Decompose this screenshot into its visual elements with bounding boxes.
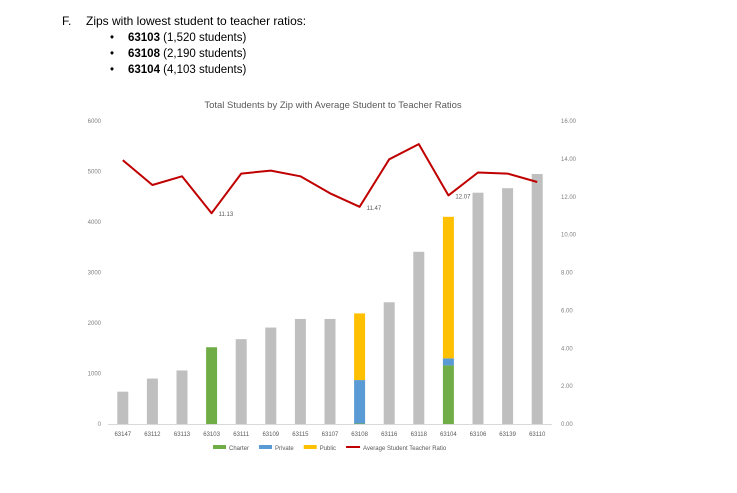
y2-tick-label: 2.00 <box>561 384 573 390</box>
y2-tick-label: 14.00 <box>561 157 577 163</box>
y2-tick-label: 16.00 <box>561 119 577 125</box>
x-tick-label: 63115 <box>292 432 309 438</box>
bar-total <box>265 327 277 424</box>
bar-charter <box>354 423 366 424</box>
x-tick-label: 63113 <box>174 432 191 438</box>
bar-total <box>146 378 158 424</box>
ratio-line-group: 11.13 11.47 12.07 <box>122 143 538 218</box>
x-tick-label: 63118 <box>411 432 428 438</box>
bar-private <box>442 358 454 366</box>
y-axis-right: 0.00 2.00 4.00 6.00 8.00 10.00 12.00 14.00 16.00 <box>561 119 577 428</box>
bar-public <box>354 313 366 381</box>
y2-tick-label: 0.00 <box>561 422 573 428</box>
data-label: 12.07 <box>455 194 471 200</box>
section-title: Zips with lowest student to teacher rati… <box>86 14 307 28</box>
x-tick-label: 63111 <box>233 432 249 438</box>
bar-total <box>413 251 425 424</box>
x-tick-label: 63106 <box>470 432 487 438</box>
bar-charter <box>442 365 454 424</box>
list-item-zip: 63103 <box>128 32 160 44</box>
x-tick-label: 63109 <box>262 432 279 438</box>
x-tick-label: 63107 <box>322 432 339 438</box>
list-item-detail: (2,190 students) <box>159 48 247 60</box>
list-item-zip: 63108 <box>128 48 160 60</box>
bar-total <box>472 192 484 424</box>
y2-tick-label: 6.00 <box>561 308 573 314</box>
legend-label: Private <box>275 446 294 452</box>
bar-total <box>531 174 543 424</box>
x-tick-label: 63116 <box>381 432 398 438</box>
y-axis-left: 0 1000 2000 3000 4000 5000 6000 <box>88 119 102 428</box>
legend-swatch <box>303 445 317 449</box>
section-marker: F. <box>62 14 72 28</box>
bar-total <box>235 339 247 424</box>
bar-total <box>383 302 395 424</box>
x-tick-label: 63147 <box>114 432 131 438</box>
bar-total <box>324 318 336 424</box>
y2-tick-label: 4.00 <box>561 346 573 352</box>
y-tick-label: 1000 <box>88 372 102 378</box>
y-tick-label: 5000 <box>88 170 102 176</box>
y-tick-label: 2000 <box>88 321 102 327</box>
y2-tick-label: 10.00 <box>561 233 577 239</box>
zip-list: • 63103 (1,520 students) • 63108 (2,190 st… <box>110 30 246 78</box>
list-item: • 63103 (1,520 students) <box>110 30 246 46</box>
x-tick-label: 63104 <box>440 432 457 438</box>
x-axis: 63147 63112 63113 63103 63111 63109 63115 63107… <box>108 424 552 438</box>
bullet-icon: • <box>110 48 115 60</box>
y-tick-label: 0 <box>98 422 102 428</box>
list-item: • 63104 (4,103 students) <box>110 62 246 78</box>
list-item: • 63108 (2,190 students) <box>110 46 246 62</box>
bar-total <box>294 318 306 424</box>
legend: Charter Private Public Average Student Teac… <box>213 445 447 452</box>
legend-label: Charter <box>229 446 249 452</box>
y-tick-label: 4000 <box>88 220 102 226</box>
legend-label: Public <box>320 446 336 452</box>
list-item-detail: (1,520 students) <box>159 32 247 44</box>
bar-total <box>176 370 188 424</box>
legend-swatch <box>213 445 226 449</box>
list-item-zip: 63104 <box>128 64 160 76</box>
x-tick-label: 63110 <box>529 432 546 438</box>
list-item-detail: (4,103 students) <box>159 64 247 76</box>
x-tick-label: 63112 <box>144 432 161 438</box>
y-tick-label: 3000 <box>88 271 102 277</box>
bullet-icon: • <box>110 32 115 44</box>
data-label: 11.13 <box>219 212 234 218</box>
bar-total <box>502 188 514 424</box>
legend-label: Average Student Teacher Ratio <box>363 446 447 452</box>
y2-tick-label: 8.00 <box>561 271 573 277</box>
x-tick-label: 63139 <box>499 432 516 438</box>
x-tick-label: 63103 <box>203 432 220 438</box>
y2-tick-label: 12.00 <box>561 195 577 201</box>
bar-public <box>442 216 454 359</box>
bar-charter <box>206 347 218 424</box>
bullet-icon: • <box>110 64 115 76</box>
ratio-line <box>122 143 538 215</box>
data-label: 11.47 <box>367 206 382 212</box>
chart-title: Total Students by Zip with Average Stude… <box>204 100 462 111</box>
x-tick-label: 63108 <box>351 432 368 438</box>
bar-total <box>117 391 129 424</box>
legend-swatch <box>259 445 273 449</box>
bar-private <box>354 380 366 424</box>
y-tick-label: 6000 <box>88 119 102 125</box>
bar-group <box>117 174 543 424</box>
section-heading: F. Zips with lowest student to teacher ra… <box>62 14 306 28</box>
